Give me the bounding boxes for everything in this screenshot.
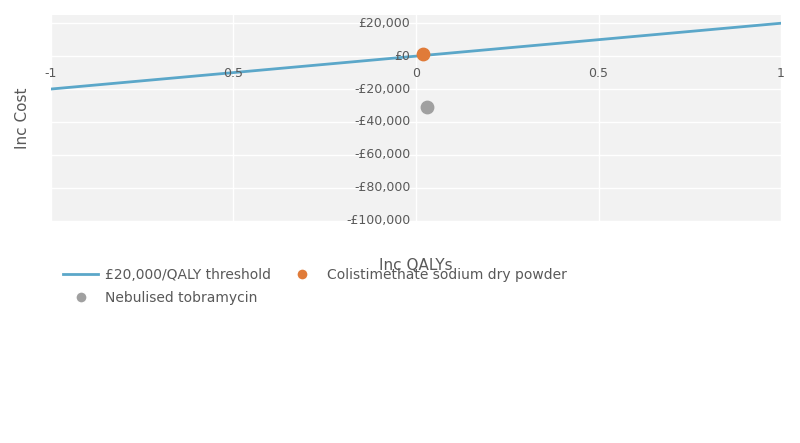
- X-axis label: Inc QALYs: Inc QALYs: [379, 258, 453, 273]
- Text: -£80,000: -£80,000: [354, 181, 410, 194]
- Text: 0.5: 0.5: [589, 67, 609, 80]
- Text: 1: 1: [777, 67, 785, 80]
- Text: £20,000: £20,000: [358, 17, 410, 30]
- Text: -£40,000: -£40,000: [354, 116, 410, 128]
- Text: -1: -1: [45, 67, 57, 80]
- Colistimethate sodium dry powder: [417, 51, 430, 58]
- Text: -£20,000: -£20,000: [354, 82, 410, 96]
- Text: -£100,000: -£100,000: [346, 214, 410, 227]
- Text: 0: 0: [412, 67, 420, 80]
- Y-axis label: Inc Cost: Inc Cost: [15, 87, 30, 148]
- Legend: Nebulised tobramycin: Nebulised tobramycin: [58, 285, 263, 311]
- Text: £0: £0: [394, 50, 410, 62]
- Text: 0.5: 0.5: [223, 67, 243, 80]
- Text: -£60,000: -£60,000: [354, 148, 410, 161]
- Nebulised tobramycin: [421, 104, 434, 111]
